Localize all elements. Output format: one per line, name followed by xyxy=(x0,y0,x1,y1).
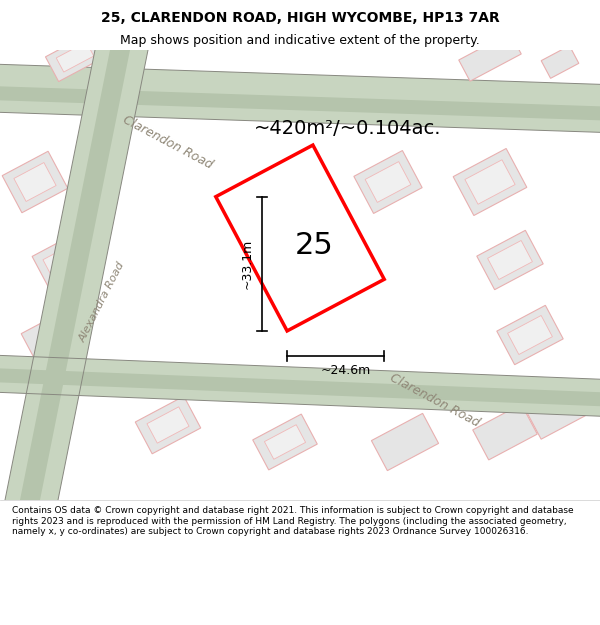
Polygon shape xyxy=(488,241,532,279)
Polygon shape xyxy=(56,42,94,72)
Polygon shape xyxy=(365,162,411,202)
Polygon shape xyxy=(465,160,515,204)
Polygon shape xyxy=(497,306,563,364)
Text: ~24.6m: ~24.6m xyxy=(320,364,371,377)
Polygon shape xyxy=(265,425,305,459)
Text: ~33.1m: ~33.1m xyxy=(241,239,254,289)
Polygon shape xyxy=(0,368,600,407)
Polygon shape xyxy=(0,64,600,133)
Polygon shape xyxy=(2,151,68,213)
Polygon shape xyxy=(5,50,148,500)
Text: Clarendon Road: Clarendon Road xyxy=(388,371,482,429)
Polygon shape xyxy=(216,145,384,331)
Polygon shape xyxy=(541,46,579,78)
Polygon shape xyxy=(135,396,201,454)
Text: 25: 25 xyxy=(295,231,334,261)
Polygon shape xyxy=(354,151,422,214)
Polygon shape xyxy=(20,50,130,500)
Polygon shape xyxy=(43,247,77,278)
Text: ~420m²/~0.104ac.: ~420m²/~0.104ac. xyxy=(254,119,442,138)
Polygon shape xyxy=(0,86,600,121)
Polygon shape xyxy=(21,316,69,360)
Polygon shape xyxy=(371,413,439,471)
Polygon shape xyxy=(453,149,527,216)
Polygon shape xyxy=(525,385,585,439)
Polygon shape xyxy=(508,316,553,354)
Polygon shape xyxy=(147,407,189,443)
Polygon shape xyxy=(46,32,104,82)
Text: Map shows position and indicative extent of the property.: Map shows position and indicative extent… xyxy=(120,34,480,47)
Polygon shape xyxy=(477,231,543,289)
Polygon shape xyxy=(14,162,56,201)
Text: 25, CLARENDON ROAD, HIGH WYCOMBE, HP13 7AR: 25, CLARENDON ROAD, HIGH WYCOMBE, HP13 7… xyxy=(101,11,499,25)
Text: Alexandra Road: Alexandra Road xyxy=(77,260,127,344)
Text: Clarendon Road: Clarendon Road xyxy=(121,113,215,171)
Polygon shape xyxy=(32,236,88,288)
Polygon shape xyxy=(0,355,600,417)
Polygon shape xyxy=(473,404,537,460)
Polygon shape xyxy=(459,32,521,81)
Text: Contains OS data © Crown copyright and database right 2021. This information is : Contains OS data © Crown copyright and d… xyxy=(12,506,574,536)
Polygon shape xyxy=(253,414,317,470)
